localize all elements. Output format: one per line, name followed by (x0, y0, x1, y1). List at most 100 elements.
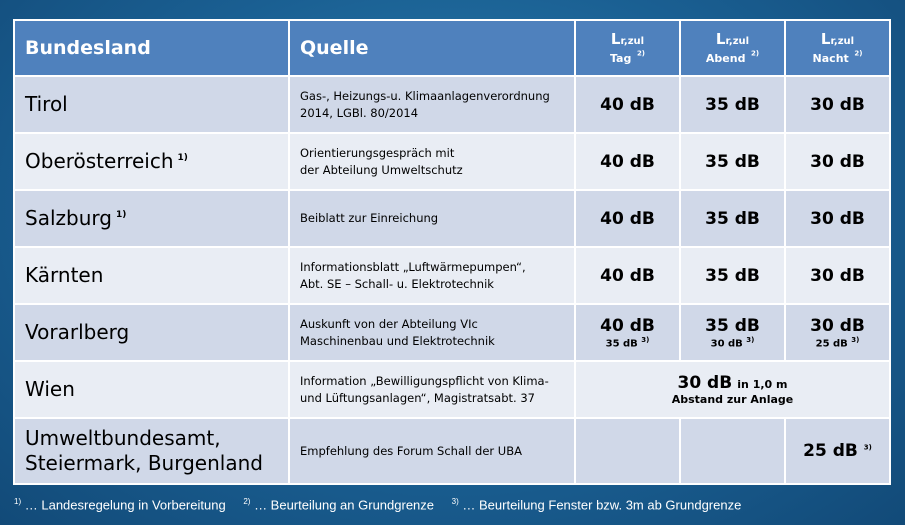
limit-value: 30 dB (810, 208, 865, 229)
source-line: und Lüftungsanlagen“, Magistratsabt. 37 (300, 390, 535, 405)
table-row: Vorarlberg Auskunft von der Abteilung VI… (13, 303, 891, 362)
window-value-text: 35 dB (605, 338, 638, 350)
limit-value: 40 dB (600, 208, 655, 229)
day-limit-cell: 40 dB (574, 189, 681, 248)
source-cell: Information „Bewilligungspflicht von Kli… (288, 360, 576, 419)
source-cell: Empfehlung des Forum Schall der UBA (288, 417, 576, 485)
state-name: Salzburg (25, 206, 112, 230)
limit-value-text: 25 dB (803, 441, 858, 461)
state-name: Wien (25, 377, 75, 401)
footnote-mark: 2) (243, 497, 251, 506)
limit-value: 40 dB (600, 151, 655, 172)
source-cell: Gas-, Heizungs-u. Klimaanlagenverordnung… (288, 75, 576, 134)
table-row: Tirol Gas-, Heizungs-u. Klimaanlagenvero… (13, 75, 891, 134)
lr-symbol: L (820, 30, 831, 49)
evening-limit-cell (679, 417, 786, 485)
lr-subscript: r,zul (830, 36, 855, 48)
source-line: Maschinenbau und Elektrotechnik (300, 333, 495, 348)
window-limit-value: 30 dB 3) (681, 336, 784, 349)
source-line: Empfehlung des Forum Schall der UBA (300, 443, 522, 458)
state-name: Vorarlberg (25, 320, 130, 344)
window-value-text: 30 dB (710, 338, 743, 350)
limit-value: 35 dB (705, 94, 760, 115)
source-cell: Informationsblatt „Luftwärmepumpen“, Abt.… (288, 246, 576, 305)
footnote-text: … Beurteilung an Grundgrenze (254, 497, 435, 513)
evening-limit-cell: 35 dB (679, 189, 786, 248)
limit-value: 35 dB (705, 265, 760, 286)
header-source: Quelle (288, 19, 576, 77)
limit-value: 40 dB (600, 315, 655, 336)
footnote-mark: 3) (863, 443, 872, 452)
day-limit-cell: 40 dB (574, 75, 681, 134)
footnote-mark: 3) (641, 335, 650, 344)
source-line: Beiblatt zur Einreichung (300, 211, 439, 226)
period-label: Tag (609, 52, 632, 65)
day-limit-cell: 40 dB (574, 132, 681, 191)
day-limit-cell: 40 dB 35 dB 3) (574, 303, 681, 362)
night-limit-cell: 30 dB (784, 132, 891, 191)
footnotes: 1) … Landesregelung in Vorbereitung 2) …… (14, 497, 741, 512)
footnote-mark: 2) (854, 49, 863, 58)
footnote-mark: 1) (14, 497, 22, 506)
state-cell: Wien (13, 360, 290, 419)
night-limit-cell: 30 dB 25 dB 3) (784, 303, 891, 362)
state-cell: Kärnten (13, 246, 290, 305)
limit-value: 35 dB (705, 151, 760, 172)
header-limit-evening: Lr,zul Abend 2) (679, 19, 786, 77)
header-limit-day: Lr,zul Tag 2) (574, 19, 681, 77)
day-limit-cell (574, 417, 681, 485)
state-cell: Umweltbundesamt, Steiermark, Burgenland (13, 417, 290, 485)
source-line: Auskunft von der Abteilung VIc (300, 316, 478, 331)
source-line: 2014, LGBl. 80/2014 (300, 105, 419, 120)
day-limit-cell: 40 dB (574, 246, 681, 305)
table-row: Oberösterreich 1) Orientierungsgespräch m… (13, 132, 891, 191)
state-name: Kärnten (25, 263, 104, 287)
footnote-mark: 1) (177, 153, 188, 164)
evening-limit-cell: 35 dB (679, 75, 786, 134)
lr-subscript: r,zul (725, 36, 750, 48)
limit-value: 40 dB (600, 265, 655, 286)
distance-text: in 1,0 m (737, 378, 788, 391)
state-name: Umweltbundesamt, (25, 426, 221, 450)
footnote-text: … Beurteilung Fenster bzw. 3m ab Grundgr… (462, 497, 742, 513)
table-row: Salzburg 1) Beiblatt zur Einreichung 40 d… (13, 189, 891, 248)
state-cell: Oberösterreich 1) (13, 132, 290, 191)
night-limit-cell: 30 dB (784, 189, 891, 248)
combined-limit-line: 30 dB in 1,0 m (576, 373, 889, 393)
night-limit-cell: 25 dB 3) (784, 417, 891, 485)
noise-limits-table: Bundesland Quelle Lr,zul Tag 2) Lr,zul A… (13, 19, 891, 485)
evening-limit-cell: 35 dB (679, 132, 786, 191)
source-cell: Orientierungsgespräch mit der Abteilung U… (288, 132, 576, 191)
header-row: Bundesland Quelle Lr,zul Tag 2) Lr,zul A… (13, 19, 891, 77)
evening-limit-cell: 35 dB (679, 246, 786, 305)
limit-value: 25 dB 3) (786, 441, 889, 461)
footnote-mark: 3) (851, 335, 860, 344)
limit-value: 35 dB (705, 208, 760, 229)
table-row: Wien Information „Bewilligungspflicht vo… (13, 360, 891, 419)
period-label: Abend (705, 52, 746, 65)
state-name: Steiermark, Burgenland (25, 451, 263, 475)
footnote-mark: 2) (751, 49, 760, 58)
limit-value: 30 dB (810, 315, 865, 336)
lr-symbol: L (610, 30, 621, 49)
state-cell: Tirol (13, 75, 290, 134)
footnote-mark: 3) (746, 335, 755, 344)
state-name: Tirol (25, 92, 68, 116)
combined-limit-cell: 30 dB in 1,0 m Abstand zur Anlage (574, 360, 891, 419)
source-cell: Auskunft von der Abteilung VIc Maschinenb… (288, 303, 576, 362)
footnote-mark: 2) (636, 49, 646, 58)
table-row: Umweltbundesamt, Steiermark, Burgenland E… (13, 417, 891, 485)
lr-symbol: L (715, 30, 726, 49)
limit-value: 30 dB (810, 265, 865, 286)
limit-value: 30 dB (810, 94, 865, 115)
footnote-mark: 3) (451, 497, 459, 506)
source-line: Informationsblatt „Luftwärmepumpen“, (300, 259, 526, 274)
distance-text: Abstand zur Anlage (671, 393, 794, 406)
limit-value: 30 dB (677, 373, 733, 393)
state-cell: Salzburg 1) (13, 189, 290, 248)
footnote-mark: 1) (115, 210, 127, 221)
window-limit-value: 35 dB 3) (576, 336, 679, 349)
table-row: Kärnten Informationsblatt „Luftwärmepump… (13, 246, 891, 305)
header-state: Bundesland (13, 19, 290, 77)
evening-limit-cell: 35 dB 30 dB 3) (679, 303, 786, 362)
